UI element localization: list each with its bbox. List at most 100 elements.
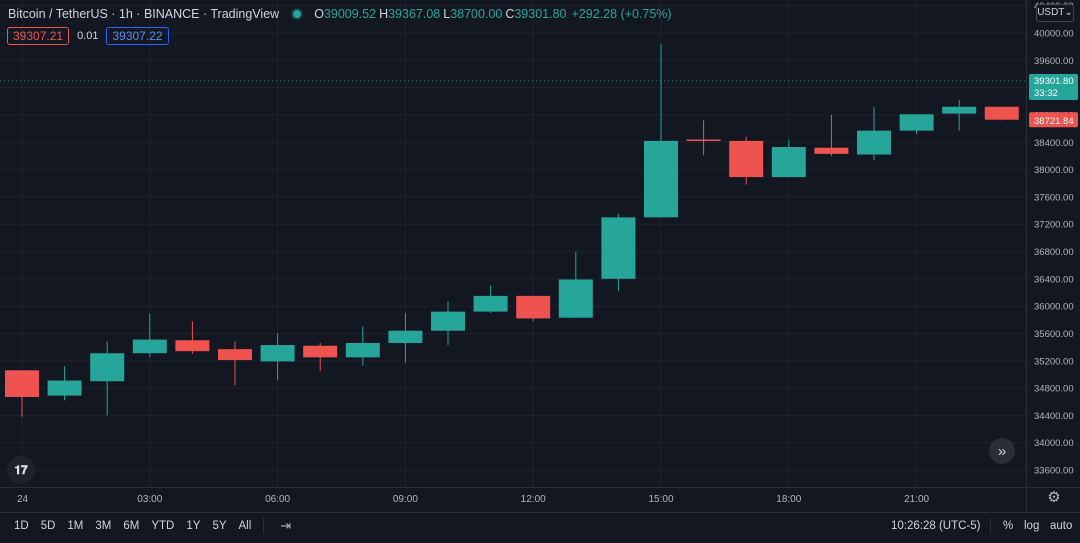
candle-body xyxy=(303,345,338,358)
currency-label: USDT xyxy=(1037,7,1065,18)
y-tick-label: 37600.00 xyxy=(1034,192,1074,203)
candle[interactable] xyxy=(857,106,891,161)
candle[interactable] xyxy=(431,301,465,346)
y-tick-label: 36800.00 xyxy=(1034,247,1074,258)
candle-body xyxy=(431,311,465,331)
y-tick-label: 36000.00 xyxy=(1034,302,1074,313)
candle-body xyxy=(516,295,551,319)
range-6m[interactable]: 6M xyxy=(123,520,140,532)
ohlc-low-label: L xyxy=(443,7,451,21)
ohlc-open-value: 39009.52 xyxy=(323,7,377,21)
candle-body xyxy=(132,339,167,354)
ohlc-low-value: 38700.00 xyxy=(450,7,503,21)
candle[interactable] xyxy=(260,333,295,381)
range-selector: 1D 5D 1M 3M 6M YTD 1Y 5Y All xyxy=(8,520,257,532)
y-tick-label: 35600.00 xyxy=(1034,329,1074,340)
candle-body xyxy=(345,342,380,358)
price-chart[interactable]: 33600.00 34000.00 34400.00 34800.00 35200.00… xyxy=(0,0,1080,512)
candle[interactable] xyxy=(345,326,380,366)
y-tick-label: 38400.00 xyxy=(1034,138,1074,149)
x-tick-label: 12:00 xyxy=(521,494,546,505)
candle[interactable] xyxy=(558,252,593,318)
candle[interactable] xyxy=(729,136,764,185)
range-ytd[interactable]: YTD xyxy=(151,520,175,532)
candle-body xyxy=(175,340,210,352)
y-tick-label: 33600.00 xyxy=(1034,466,1074,477)
timezone-clock[interactable]: 10:26:28 (UTC-5) xyxy=(891,520,981,532)
candle[interactable] xyxy=(303,342,338,371)
candle[interactable] xyxy=(175,321,210,354)
scroll-to-realtime-icon[interactable]: » xyxy=(989,438,1015,464)
candle[interactable] xyxy=(516,295,551,322)
candle-body xyxy=(388,330,423,343)
candle[interactable] xyxy=(47,366,82,401)
ohlc-close-value: 39301.80 xyxy=(514,7,567,21)
tradingview-logo-icon[interactable]: 𝟏𝟕 xyxy=(7,456,35,484)
range-5y[interactable]: 5Y xyxy=(212,520,227,532)
candle-body xyxy=(558,279,593,318)
range-3m[interactable]: 3M xyxy=(95,520,112,532)
candle[interactable] xyxy=(899,114,934,135)
x-tick-label: 06:00 xyxy=(265,494,290,505)
percent-toggle[interactable]: % xyxy=(1003,520,1014,532)
y-tick-label: 35200.00 xyxy=(1034,356,1074,367)
candle-body xyxy=(814,147,849,154)
candle[interactable] xyxy=(5,370,39,417)
range-5d[interactable]: 5D xyxy=(40,520,56,532)
sell-button[interactable]: 39307.21 xyxy=(7,27,70,45)
candle-body xyxy=(942,106,977,114)
candle[interactable] xyxy=(388,312,423,363)
toolbar-divider xyxy=(263,518,265,534)
candle[interactable] xyxy=(984,106,1019,121)
candle-body xyxy=(90,353,125,382)
chevron-down-icon: ⌄ xyxy=(1064,7,1073,18)
ohlc-high-label: H xyxy=(379,7,389,21)
candle-body xyxy=(686,139,721,142)
buy-button[interactable]: 39307.22 xyxy=(106,27,169,45)
candle-body xyxy=(984,106,1019,120)
candle[interactable] xyxy=(644,43,678,218)
bottom-toolbar: 1D 5D 1M 3M 6M YTD 1Y 5Y All ⇥ 10:26:28 (UTC-5) … xyxy=(0,512,1080,539)
candle[interactable] xyxy=(686,120,721,156)
candle[interactable] xyxy=(90,341,125,416)
candle[interactable] xyxy=(218,341,252,386)
candle[interactable] xyxy=(601,213,636,292)
candle[interactable] xyxy=(132,313,167,358)
y-tick-label: 34000.00 xyxy=(1034,438,1074,449)
candle-body xyxy=(218,349,252,361)
market-status-dot[interactable] xyxy=(293,10,302,18)
last-price-label: 39301.80 xyxy=(1034,76,1074,87)
gear-icon[interactable]: ⚙ xyxy=(1047,489,1061,506)
candle[interactable] xyxy=(814,114,849,156)
candle[interactable] xyxy=(473,285,508,313)
last-price-tag xyxy=(1029,74,1078,100)
x-tick-label: 21:00 xyxy=(904,494,929,505)
currency-select[interactable]: USDT⌄ xyxy=(1036,4,1074,22)
range-1m[interactable]: 1M xyxy=(67,520,84,532)
y-tick-label: 38000.00 xyxy=(1034,165,1074,176)
candle[interactable] xyxy=(771,139,806,178)
candle-body xyxy=(899,114,934,131)
countdown-label: 33:32 xyxy=(1034,88,1058,99)
log-toggle[interactable]: log xyxy=(1024,520,1040,532)
candle-body xyxy=(5,370,39,397)
range-all[interactable]: All xyxy=(238,520,252,532)
range-1y[interactable]: 1Y xyxy=(186,520,201,532)
y-tick-label: 40000.00 xyxy=(1034,29,1074,40)
range-1d[interactable]: 1D xyxy=(14,520,29,532)
y-tick-label: 36400.00 xyxy=(1034,274,1074,285)
x-tick-label: 18:00 xyxy=(776,494,801,505)
candle-body xyxy=(601,217,636,279)
symbol-title[interactable]: Bitcoin / TetherUS · 1h · BINANCE · Trad… xyxy=(8,7,280,21)
goto-date-icon[interactable]: ⇥ xyxy=(280,518,292,533)
candle-body xyxy=(729,140,764,178)
prev-price-tag xyxy=(1029,112,1078,128)
x-tick-label: 15:00 xyxy=(648,494,673,505)
ohlc-change: +292.28 (+0.75%) xyxy=(571,7,672,21)
candle[interactable] xyxy=(942,99,977,131)
auto-toggle[interactable]: auto xyxy=(1050,520,1073,532)
buy-sell-panel: 39307.21 0.01 39307.22 xyxy=(7,27,169,45)
prev-price-label: 38721.84 xyxy=(1034,116,1074,127)
candle-body xyxy=(47,380,82,396)
ohlc-open-label: O xyxy=(314,7,324,21)
